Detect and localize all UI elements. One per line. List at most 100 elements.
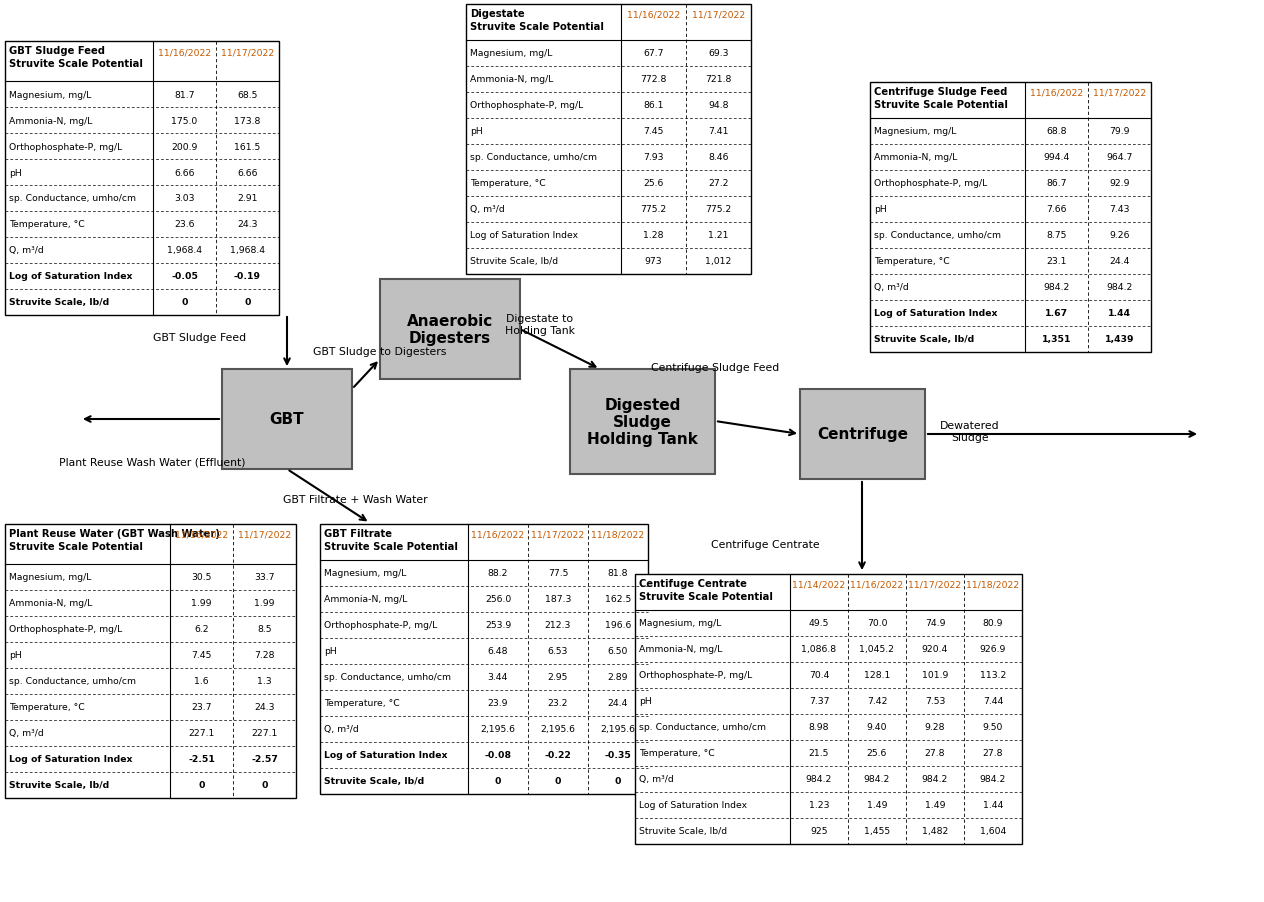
Text: 256.0: 256.0 <box>485 594 511 603</box>
Text: -2.51: -2.51 <box>188 755 215 764</box>
Text: 187.3: 187.3 <box>545 594 571 603</box>
Text: 94.8: 94.8 <box>708 101 729 110</box>
Text: 27.2: 27.2 <box>708 179 729 189</box>
Text: 1,351: 1,351 <box>1042 336 1072 345</box>
Text: -0.08: -0.08 <box>484 750 512 759</box>
Text: 227.1: 227.1 <box>252 729 278 738</box>
Text: Centrifuge: Centrifuge <box>817 427 908 442</box>
Text: 1,439: 1,439 <box>1105 336 1134 345</box>
Text: 113.2: 113.2 <box>980 671 1006 680</box>
Text: 0: 0 <box>244 299 250 308</box>
FancyBboxPatch shape <box>222 370 351 469</box>
Text: 3.44: 3.44 <box>488 673 508 682</box>
Text: Centifuge Centrate: Centifuge Centrate <box>640 578 747 588</box>
Text: Temperature, °C: Temperature, °C <box>324 699 399 708</box>
Text: 1.99: 1.99 <box>191 599 212 608</box>
Text: 33.7: 33.7 <box>254 573 274 582</box>
Text: 984.2: 984.2 <box>921 775 948 784</box>
Text: Q, m³/d: Q, m³/d <box>873 283 909 292</box>
Text: Centrifuge Centrate: Centrifuge Centrate <box>710 539 819 549</box>
Text: 24.4: 24.4 <box>1110 257 1130 266</box>
Text: 775.2: 775.2 <box>705 206 732 215</box>
Text: Orthophosphate-P, mg/L: Orthophosphate-P, mg/L <box>470 101 583 110</box>
Text: 1.67: 1.67 <box>1045 309 1068 318</box>
Text: 7.66: 7.66 <box>1047 206 1067 215</box>
Text: 77.5: 77.5 <box>547 569 569 578</box>
Text: -0.22: -0.22 <box>545 750 571 759</box>
Text: sp. Conductance, umho/cm: sp. Conductance, umho/cm <box>873 231 1001 240</box>
Text: 24.4: 24.4 <box>608 699 628 708</box>
Text: -0.19: -0.19 <box>234 272 260 281</box>
Text: 70.0: 70.0 <box>867 619 887 628</box>
Text: 1.28: 1.28 <box>643 231 664 240</box>
Text: 128.1: 128.1 <box>863 671 890 680</box>
Text: 2,195.6: 2,195.6 <box>600 724 636 733</box>
Text: 9.26: 9.26 <box>1110 231 1130 240</box>
Text: 925: 925 <box>810 826 828 835</box>
Text: Centrifuge Sludge Feed: Centrifuge Sludge Feed <box>873 87 1007 97</box>
Text: 70.4: 70.4 <box>809 671 829 680</box>
Text: Ammonia-N, mg/L: Ammonia-N, mg/L <box>9 116 92 125</box>
Text: 11/17/2022: 11/17/2022 <box>238 530 291 539</box>
Text: 0: 0 <box>198 780 205 789</box>
Text: 67.7: 67.7 <box>643 50 664 59</box>
Text: 8.98: 8.98 <box>809 723 829 732</box>
Text: Struvite Scale Potential: Struvite Scale Potential <box>640 592 772 602</box>
Text: GBT Sludge to Digesters: GBT Sludge to Digesters <box>313 346 446 356</box>
Text: 964.7: 964.7 <box>1106 153 1133 162</box>
Text: 1.6: 1.6 <box>195 676 209 686</box>
Text: Ammonia-N, mg/L: Ammonia-N, mg/L <box>324 594 407 603</box>
Text: 920.4: 920.4 <box>921 645 948 654</box>
Text: 11/16/2022: 11/16/2022 <box>851 580 904 589</box>
Text: Struvite Scale, lb/d: Struvite Scale, lb/d <box>9 299 109 308</box>
Text: Centrifuge Sludge Feed: Centrifuge Sludge Feed <box>651 363 779 373</box>
Text: 11/17/2022: 11/17/2022 <box>221 48 274 57</box>
Text: Struvite Scale, lb/d: Struvite Scale, lb/d <box>9 780 109 789</box>
Text: 6.50: 6.50 <box>608 647 628 656</box>
Text: 984.2: 984.2 <box>980 775 1006 784</box>
Text: 23.9: 23.9 <box>488 699 508 708</box>
Text: sp. Conductance, umho/cm: sp. Conductance, umho/cm <box>9 194 137 203</box>
Text: -0.35: -0.35 <box>604 750 632 759</box>
Text: pH: pH <box>873 206 887 215</box>
FancyBboxPatch shape <box>800 390 925 480</box>
Text: 25.6: 25.6 <box>867 749 887 758</box>
Text: 984.2: 984.2 <box>1106 283 1133 292</box>
Text: 1.49: 1.49 <box>925 801 945 810</box>
Text: 81.7: 81.7 <box>174 90 195 99</box>
Text: pH: pH <box>640 696 652 705</box>
Text: 196.6: 196.6 <box>604 621 631 630</box>
Text: 175.0: 175.0 <box>172 116 197 125</box>
Text: 30.5: 30.5 <box>191 573 211 582</box>
Text: 88.2: 88.2 <box>488 569 508 578</box>
Text: 11/18/2022: 11/18/2022 <box>967 580 1020 589</box>
Text: Log of Saturation Index: Log of Saturation Index <box>9 755 133 764</box>
Text: 9.40: 9.40 <box>867 723 887 732</box>
Text: Magnesium, mg/L: Magnesium, mg/L <box>470 50 552 59</box>
Text: 212.3: 212.3 <box>545 621 571 630</box>
Text: Struvite Scale Potential: Struvite Scale Potential <box>9 59 143 69</box>
Text: 23.7: 23.7 <box>191 703 212 712</box>
Text: 7.43: 7.43 <box>1110 206 1130 215</box>
Text: Temperature, °C: Temperature, °C <box>640 749 714 758</box>
Text: Orthophosphate-P, mg/L: Orthophosphate-P, mg/L <box>324 621 437 630</box>
Text: sp. Conductance, umho/cm: sp. Conductance, umho/cm <box>9 676 137 686</box>
Text: 74.9: 74.9 <box>925 619 945 628</box>
Text: 0: 0 <box>181 299 188 308</box>
Text: 161.5: 161.5 <box>234 143 260 152</box>
Text: 68.8: 68.8 <box>1047 127 1067 136</box>
Text: 7.53: 7.53 <box>925 696 945 705</box>
Text: Anaerobic
Digesters: Anaerobic Digesters <box>407 314 493 345</box>
Text: Struvite Scale, lb/d: Struvite Scale, lb/d <box>873 336 975 345</box>
Text: 772.8: 772.8 <box>641 76 666 85</box>
Text: Plant Reuse Water (GBT Wash Water): Plant Reuse Water (GBT Wash Water) <box>9 529 220 538</box>
Text: 973: 973 <box>645 257 662 266</box>
Text: 2.89: 2.89 <box>608 673 628 682</box>
Text: 1,604: 1,604 <box>980 826 1006 835</box>
Text: GBT Filtrate: GBT Filtrate <box>324 529 392 538</box>
Text: Orthophosphate-P, mg/L: Orthophosphate-P, mg/L <box>9 143 123 152</box>
Text: 7.42: 7.42 <box>867 696 887 705</box>
Text: 6.2: 6.2 <box>195 625 209 634</box>
Text: 11/18/2022: 11/18/2022 <box>592 530 645 539</box>
Text: 1,045.2: 1,045.2 <box>860 645 895 654</box>
